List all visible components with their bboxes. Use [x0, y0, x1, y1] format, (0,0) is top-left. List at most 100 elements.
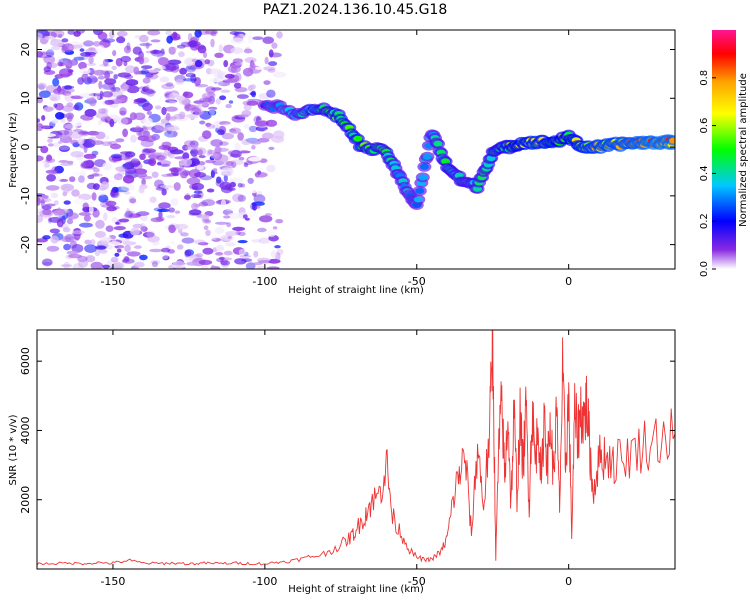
heatmap-noise-speck	[38, 84, 45, 90]
heatmap-noise-speck	[145, 88, 156, 97]
heatmap-noise-speck	[122, 241, 137, 246]
heatmap-noise-speck	[115, 186, 129, 193]
heatmap-noise-speck	[210, 264, 215, 269]
heatmap-noise-speck	[184, 104, 197, 110]
heatmap-noise-speck	[185, 144, 199, 150]
heatmap-noise-speck	[250, 84, 256, 90]
heatmap-noise-speck	[161, 106, 167, 116]
heatmap-noise-speck	[168, 224, 176, 234]
heatmap-noise-speck	[70, 59, 79, 66]
heatmap-noise-speck	[235, 230, 241, 236]
heatmap-noise-speck	[266, 164, 276, 173]
heatmap-noise-speck	[87, 75, 98, 84]
heatmap-noise-speck	[211, 237, 222, 242]
heatmap-noise-speck	[95, 112, 109, 119]
heatmap-noise-speck	[210, 139, 223, 147]
heatmap-noise-speck	[178, 229, 183, 234]
heatmap-noise-speck	[53, 103, 58, 108]
heatmap-noise-speck	[201, 94, 207, 99]
heatmap-noise-speck	[190, 194, 202, 199]
heatmap-noise-speck	[52, 209, 67, 216]
heatmap-noise-speck	[58, 160, 69, 163]
heatmap-noise-speck	[172, 171, 180, 177]
heatmap-noise-speck	[208, 106, 218, 110]
heatmap-noise-speck	[134, 35, 141, 39]
heatmap-noise-speck	[216, 244, 224, 252]
heatmap-noise-speck	[73, 56, 85, 61]
heatmap-noise-speck	[258, 260, 272, 264]
heatmap-noise-speck	[130, 134, 137, 143]
snr-panel: -150 -100 -50 0 2000 4000 6000 Height of stra…	[8, 329, 676, 595]
heatmap-noise-speck	[229, 31, 240, 35]
heatmap-noise-speck	[56, 130, 70, 136]
heatmap-noise-speck	[67, 160, 74, 165]
heatmap-noise-speck	[43, 55, 56, 64]
heatmap-noise-speck	[247, 34, 253, 44]
heatmap-noise-speck	[219, 181, 232, 190]
heatmap-noise-speck	[92, 173, 100, 177]
heatmap-noise-speck	[59, 62, 66, 67]
heatmap-noise-speck	[276, 248, 284, 256]
heatmap-noise-speck	[60, 264, 73, 268]
heatmap-noise-speck	[181, 237, 195, 244]
heatmap-noise-speck	[99, 237, 107, 241]
heatmap-noise-speck	[90, 239, 96, 246]
heatmap-noise-speck	[270, 250, 278, 259]
heatmap-noise-speck	[83, 153, 97, 159]
heatmap-noise-speck	[170, 198, 179, 206]
heatmap-noise-speck	[215, 147, 230, 152]
heatmap-noise-speck	[110, 256, 119, 263]
heatmap-noise-speck	[101, 141, 113, 146]
heatmap-noise-speck	[37, 51, 43, 58]
heatmap-noise-speck	[228, 100, 234, 104]
heatmap-noise-speck	[98, 80, 103, 90]
heatmap-noise-speck	[120, 83, 128, 92]
heatmap-noise-speck	[46, 154, 53, 162]
heatmap-noise-speck	[226, 222, 232, 228]
heatmap-noise-speck	[271, 78, 281, 85]
heatmap-noise-speck	[79, 170, 86, 180]
heatmap-noise-speck	[97, 119, 103, 126]
heatmap-y-tick-label: 20	[19, 43, 32, 57]
heatmap-noise-speck	[58, 140, 63, 144]
heatmap-noise-speck	[237, 33, 246, 39]
heatmap-noise-speck	[186, 261, 199, 266]
heatmap-noise-speck	[111, 65, 117, 70]
heatmap-noise-speck	[79, 48, 85, 52]
heatmap-noise-speck	[271, 135, 284, 143]
heatmap-noise-speck	[227, 212, 242, 220]
heatmap-noise-speck	[53, 142, 61, 148]
heatmap-noise-speck	[62, 60, 69, 64]
heatmap-noise-speck	[234, 142, 241, 152]
heatmap-noise-speck	[184, 249, 192, 257]
heatmap-noise-speck	[83, 144, 88, 153]
heatmap-x-tick-label: -50	[408, 275, 426, 288]
heatmap-noise-speck	[160, 163, 170, 167]
heatmap-noise-speck	[116, 30, 128, 37]
heatmap-noise-speck	[241, 258, 253, 263]
heatmap-noise-speck	[242, 67, 254, 77]
heatmap-noise-speck	[70, 151, 84, 158]
heatmap-noise-speck	[80, 162, 89, 169]
heatmap-noise-speck	[102, 162, 113, 171]
heatmap-noise-speck	[60, 118, 66, 123]
heatmap-noise-speck	[78, 212, 92, 216]
heatmap-noise-speck	[63, 261, 70, 269]
heatmap-noise-speck	[199, 120, 206, 125]
heatmap-noise-speck	[169, 149, 184, 155]
heatmap-noise-speck	[165, 106, 178, 112]
heatmap-noise-speck	[165, 112, 171, 121]
heatmap-noise-speck	[139, 223, 146, 232]
heatmap-noise-speck	[123, 161, 134, 170]
heatmap-noise-speck	[53, 200, 59, 206]
heatmap-noise-speck	[43, 163, 50, 168]
colorbar-gradient	[712, 30, 736, 269]
heatmap-noise-speck	[275, 219, 284, 224]
heatmap-noise-speck	[135, 39, 142, 47]
heatmap-noise-speck	[66, 114, 73, 122]
heatmap-noise-speck	[110, 87, 116, 92]
heatmap-noise-speck	[184, 258, 196, 262]
heatmap-noise-speck	[102, 58, 109, 67]
heatmap-noise-speck	[207, 92, 216, 97]
heatmap-noise-speck	[113, 226, 126, 231]
